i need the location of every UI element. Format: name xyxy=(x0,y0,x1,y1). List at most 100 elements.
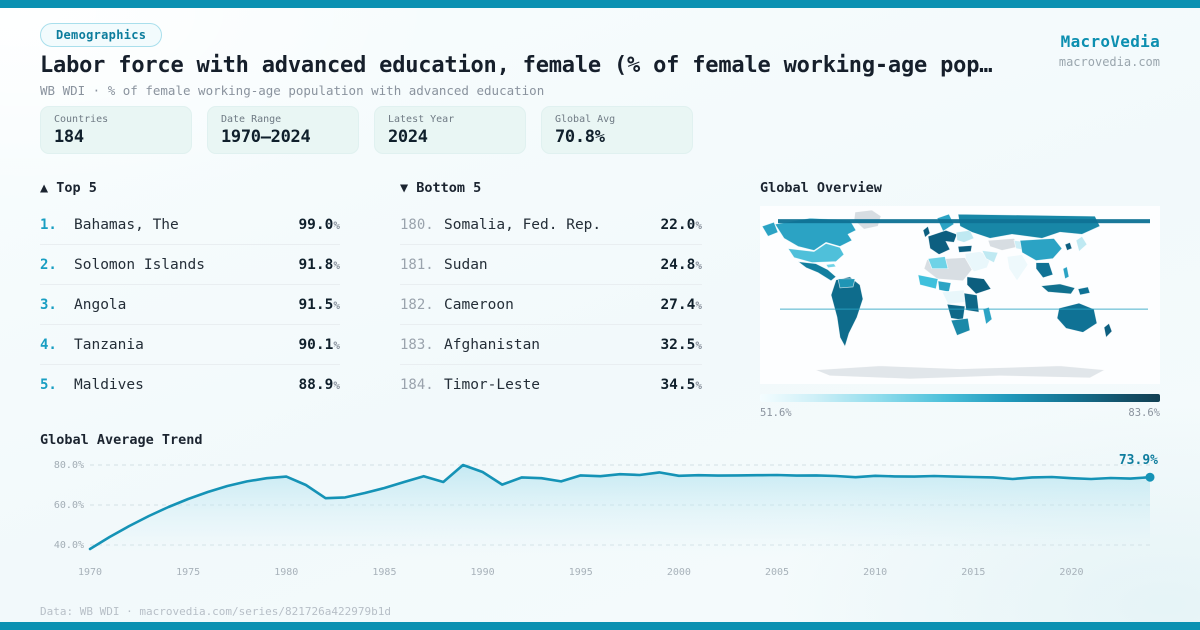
country-value: 22.0% xyxy=(660,216,702,233)
footer-attribution: Data: WB WDI · macrovedia.com/series/821… xyxy=(40,605,391,618)
brand-block: MacroVedia macrovedia.com xyxy=(1059,32,1160,69)
list-item: 180. Somalia, Fed. Rep. 22.0% xyxy=(400,205,702,245)
trend-endpoint-dot xyxy=(1145,472,1155,482)
country-value: 32.5% xyxy=(660,336,702,353)
country-value: 24.8% xyxy=(660,256,702,273)
x-tick-label: 1995 xyxy=(569,567,593,578)
legend-max-label: 83.6% xyxy=(1128,407,1160,419)
stat-value: 184 xyxy=(54,127,84,147)
rank-label: 180. xyxy=(400,216,434,233)
stat-cards: Countries 184 Date Range 1970–2024 Lates… xyxy=(40,106,693,154)
stat-value: 70.8% xyxy=(555,127,605,147)
choropleth-legend-gradient xyxy=(760,394,1160,402)
country-value: 90.1% xyxy=(298,336,340,353)
category-badge: Demographics xyxy=(40,23,163,47)
list-item: 4. Tanzania 90.1% xyxy=(40,325,340,365)
trend-heading: Global Average Trend xyxy=(40,432,203,448)
list-item: 184. Timor-Leste 34.5% xyxy=(400,365,702,405)
global-overview-panel: Global Overview xyxy=(760,180,1160,419)
rank-label: 183. xyxy=(400,336,434,353)
top5-heading: ▲ Top 5 xyxy=(40,180,97,196)
stat-card-latest-year: Latest Year 2024 xyxy=(374,106,526,154)
rank-label: 3. xyxy=(40,296,57,313)
country-name: Solomon Islands xyxy=(74,256,205,273)
stat-label: Date Range xyxy=(221,114,282,125)
percent-sign: % xyxy=(333,338,340,352)
country-value: 88.9% xyxy=(298,377,340,393)
stat-value: 1970–2024 xyxy=(221,127,311,147)
x-tick-label: 2010 xyxy=(863,567,887,578)
country-name: Angola xyxy=(74,296,127,313)
page-subtitle: WB WDI · % of female working-age populat… xyxy=(40,83,545,98)
country-name: Somalia, Fed. Rep. xyxy=(444,216,602,233)
x-tick-label: 2005 xyxy=(765,567,789,578)
x-tick-label: 2000 xyxy=(667,567,691,578)
x-tick-label: 1975 xyxy=(176,567,200,578)
rank-label: 1. xyxy=(40,216,57,233)
stat-value: 2024 xyxy=(388,127,428,147)
percent-sign: % xyxy=(333,218,340,232)
rank-label: 2. xyxy=(40,256,57,273)
country-value: 99.0% xyxy=(298,216,340,233)
trend-area xyxy=(90,465,1150,557)
trend-chart: 80.0% 60.0% 40.0% 1970 1975 1980 1985 1990 1995 2… xyxy=(54,453,1158,578)
percent-sign: % xyxy=(695,258,702,272)
map-heading: Global Overview xyxy=(760,180,882,196)
rank-label: 181. xyxy=(400,256,434,273)
country-name: Cameroon xyxy=(444,296,514,313)
top5-list: ▲ Top 5 1. Bahamas, The 99.0% 2. Solomon… xyxy=(40,180,340,405)
list-item: 183. Afghanistan 32.5% xyxy=(400,325,702,365)
list-item: 3. Angola 91.5% xyxy=(40,285,340,325)
country-name: Maldives xyxy=(74,377,144,393)
map-continents xyxy=(761,209,1113,380)
percent-sign: % xyxy=(695,218,702,232)
x-tick-label: 1980 xyxy=(274,567,298,578)
page-title: Labor force with advanced education, fem… xyxy=(40,53,993,78)
country-name: Afghanistan xyxy=(444,336,541,353)
list-item: 182. Cameroon 27.4% xyxy=(400,285,702,325)
x-tick-label: 1990 xyxy=(471,567,495,578)
x-tick-label: 1985 xyxy=(372,567,396,578)
percent-sign: % xyxy=(695,379,702,392)
percent-sign: % xyxy=(333,379,340,392)
bottom5-list: ▼ Bottom 5 180. Somalia, Fed. Rep. 22.0%… xyxy=(400,180,702,405)
rank-label: 4. xyxy=(40,336,57,353)
brand-domain: macrovedia.com xyxy=(1058,55,1160,69)
y-tick-label: 60.0% xyxy=(54,500,84,511)
stat-label: Latest Year xyxy=(388,114,455,125)
percent-sign: % xyxy=(333,258,340,272)
country-value: 91.5% xyxy=(298,296,340,313)
country-value: 27.4% xyxy=(660,296,702,313)
list-item: 1. Bahamas, The 99.0% xyxy=(40,205,340,245)
bottom5-heading: ▼ Bottom 5 xyxy=(400,180,482,196)
country-name: Timor-Leste xyxy=(444,377,541,393)
rank-label: 5. xyxy=(40,377,57,393)
stat-card-global-avg: Global Avg 70.8% xyxy=(541,106,693,154)
country-name: Sudan xyxy=(444,256,488,273)
brand-name: MacroVedia xyxy=(1060,32,1160,51)
list-item: 5. Maldives 88.9% xyxy=(40,365,340,405)
legend-min-label: 51.6% xyxy=(760,407,792,419)
stat-card-date-range: Date Range 1970–2024 xyxy=(207,106,359,154)
y-tick-label: 80.0% xyxy=(54,460,84,471)
x-tick-label: 1970 xyxy=(78,567,102,578)
stat-label: Global Avg xyxy=(555,114,616,125)
top-accent-bar xyxy=(0,0,1200,8)
country-value: 91.8% xyxy=(298,256,340,273)
percent-sign: % xyxy=(695,338,702,352)
trend-line xyxy=(88,463,1152,551)
rank-label: 182. xyxy=(400,296,434,313)
y-tick-label: 40.0% xyxy=(54,540,84,551)
country-name: Tanzania xyxy=(74,336,144,353)
rank-label: 184. xyxy=(400,377,434,393)
percent-sign: % xyxy=(695,298,702,312)
list-item: 181. Sudan 24.8% xyxy=(400,245,702,285)
trend-end-label: 73.9% xyxy=(1119,453,1158,468)
x-tick-label: 2015 xyxy=(961,567,985,578)
world-map xyxy=(760,206,1160,384)
bottom-accent-bar xyxy=(0,622,1200,630)
stat-label: Countries xyxy=(54,114,109,125)
list-item: 2. Solomon Islands 91.8% xyxy=(40,245,340,285)
x-tick-label: 2020 xyxy=(1059,567,1083,578)
country-value: 34.5% xyxy=(660,377,702,393)
